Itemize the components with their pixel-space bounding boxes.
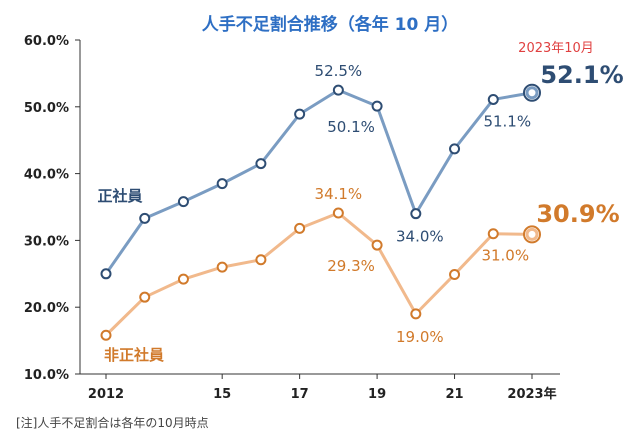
data-point <box>100 329 112 341</box>
axes: 10.0% 20.0% 30.0% 40.0% 50.0% 60.0% 2012 15 17 19… <box>24 34 560 402</box>
x-tick-label: 2023年 <box>507 386 556 402</box>
series-name-label: 非正社員 <box>104 346 164 364</box>
data-point <box>255 254 267 266</box>
data-label: 50.1% <box>327 118 375 136</box>
data-point <box>410 208 422 220</box>
data-point <box>332 84 344 96</box>
data-point <box>177 273 189 285</box>
data-label: 19.0% <box>396 328 444 346</box>
data-point-final-inner <box>525 227 539 241</box>
data-point <box>449 143 461 155</box>
data-point <box>139 212 151 224</box>
y-tick-label: 10.0% <box>24 368 69 383</box>
series-layer <box>100 83 541 341</box>
x-tick-label: 2012 <box>88 387 124 402</box>
x-tick-label: 21 <box>445 387 463 402</box>
series-name-label: 正社員 <box>97 187 142 205</box>
data-point <box>487 93 499 105</box>
data-point <box>294 108 306 120</box>
data-point <box>139 291 151 303</box>
data-label: 31.0% <box>481 247 529 265</box>
y-tick-label: 50.0% <box>24 101 69 116</box>
data-point-final-inner <box>525 86 539 100</box>
data-point <box>371 239 383 251</box>
data-point <box>216 261 228 273</box>
data-point <box>100 268 112 280</box>
x-tick-label: 19 <box>368 387 386 402</box>
data-point <box>294 222 306 234</box>
data-point <box>177 196 189 208</box>
data-point <box>255 158 267 170</box>
y-tick-label: 30.0% <box>24 234 69 249</box>
y-tick-label: 60.0% <box>24 34 69 49</box>
labels-layer: 52.5% 50.1% 34.0% 51.1% 52.1% 正社員 34.1% 29.3% 19… <box>97 61 623 364</box>
final-value-label: 52.1% <box>540 61 623 89</box>
final-value-label: 30.9% <box>536 200 619 228</box>
data-point <box>216 178 228 190</box>
data-label: 51.1% <box>483 112 531 130</box>
annotation-label: 2023年10月 <box>518 41 594 56</box>
x-tick-label: 15 <box>213 387 231 402</box>
data-label: 34.1% <box>315 185 363 203</box>
series-line <box>104 88 533 275</box>
chart-title: 人手不足割合推移（各年 10 月） <box>202 14 459 35</box>
data-point <box>487 228 499 240</box>
series-line <box>104 211 533 337</box>
data-point <box>410 308 422 320</box>
data-label: 29.3% <box>327 257 375 275</box>
footnote: [注]人手不足割合は各年の10月時点 <box>16 415 209 430</box>
data-point <box>332 207 344 219</box>
data-label: 34.0% <box>396 228 444 246</box>
y-tick-label: 40.0% <box>24 168 69 183</box>
y-tick-label: 20.0% <box>24 301 69 316</box>
data-point <box>371 100 383 112</box>
data-label: 52.5% <box>315 62 363 80</box>
x-tick-label: 17 <box>291 387 309 402</box>
data-point <box>449 268 461 280</box>
